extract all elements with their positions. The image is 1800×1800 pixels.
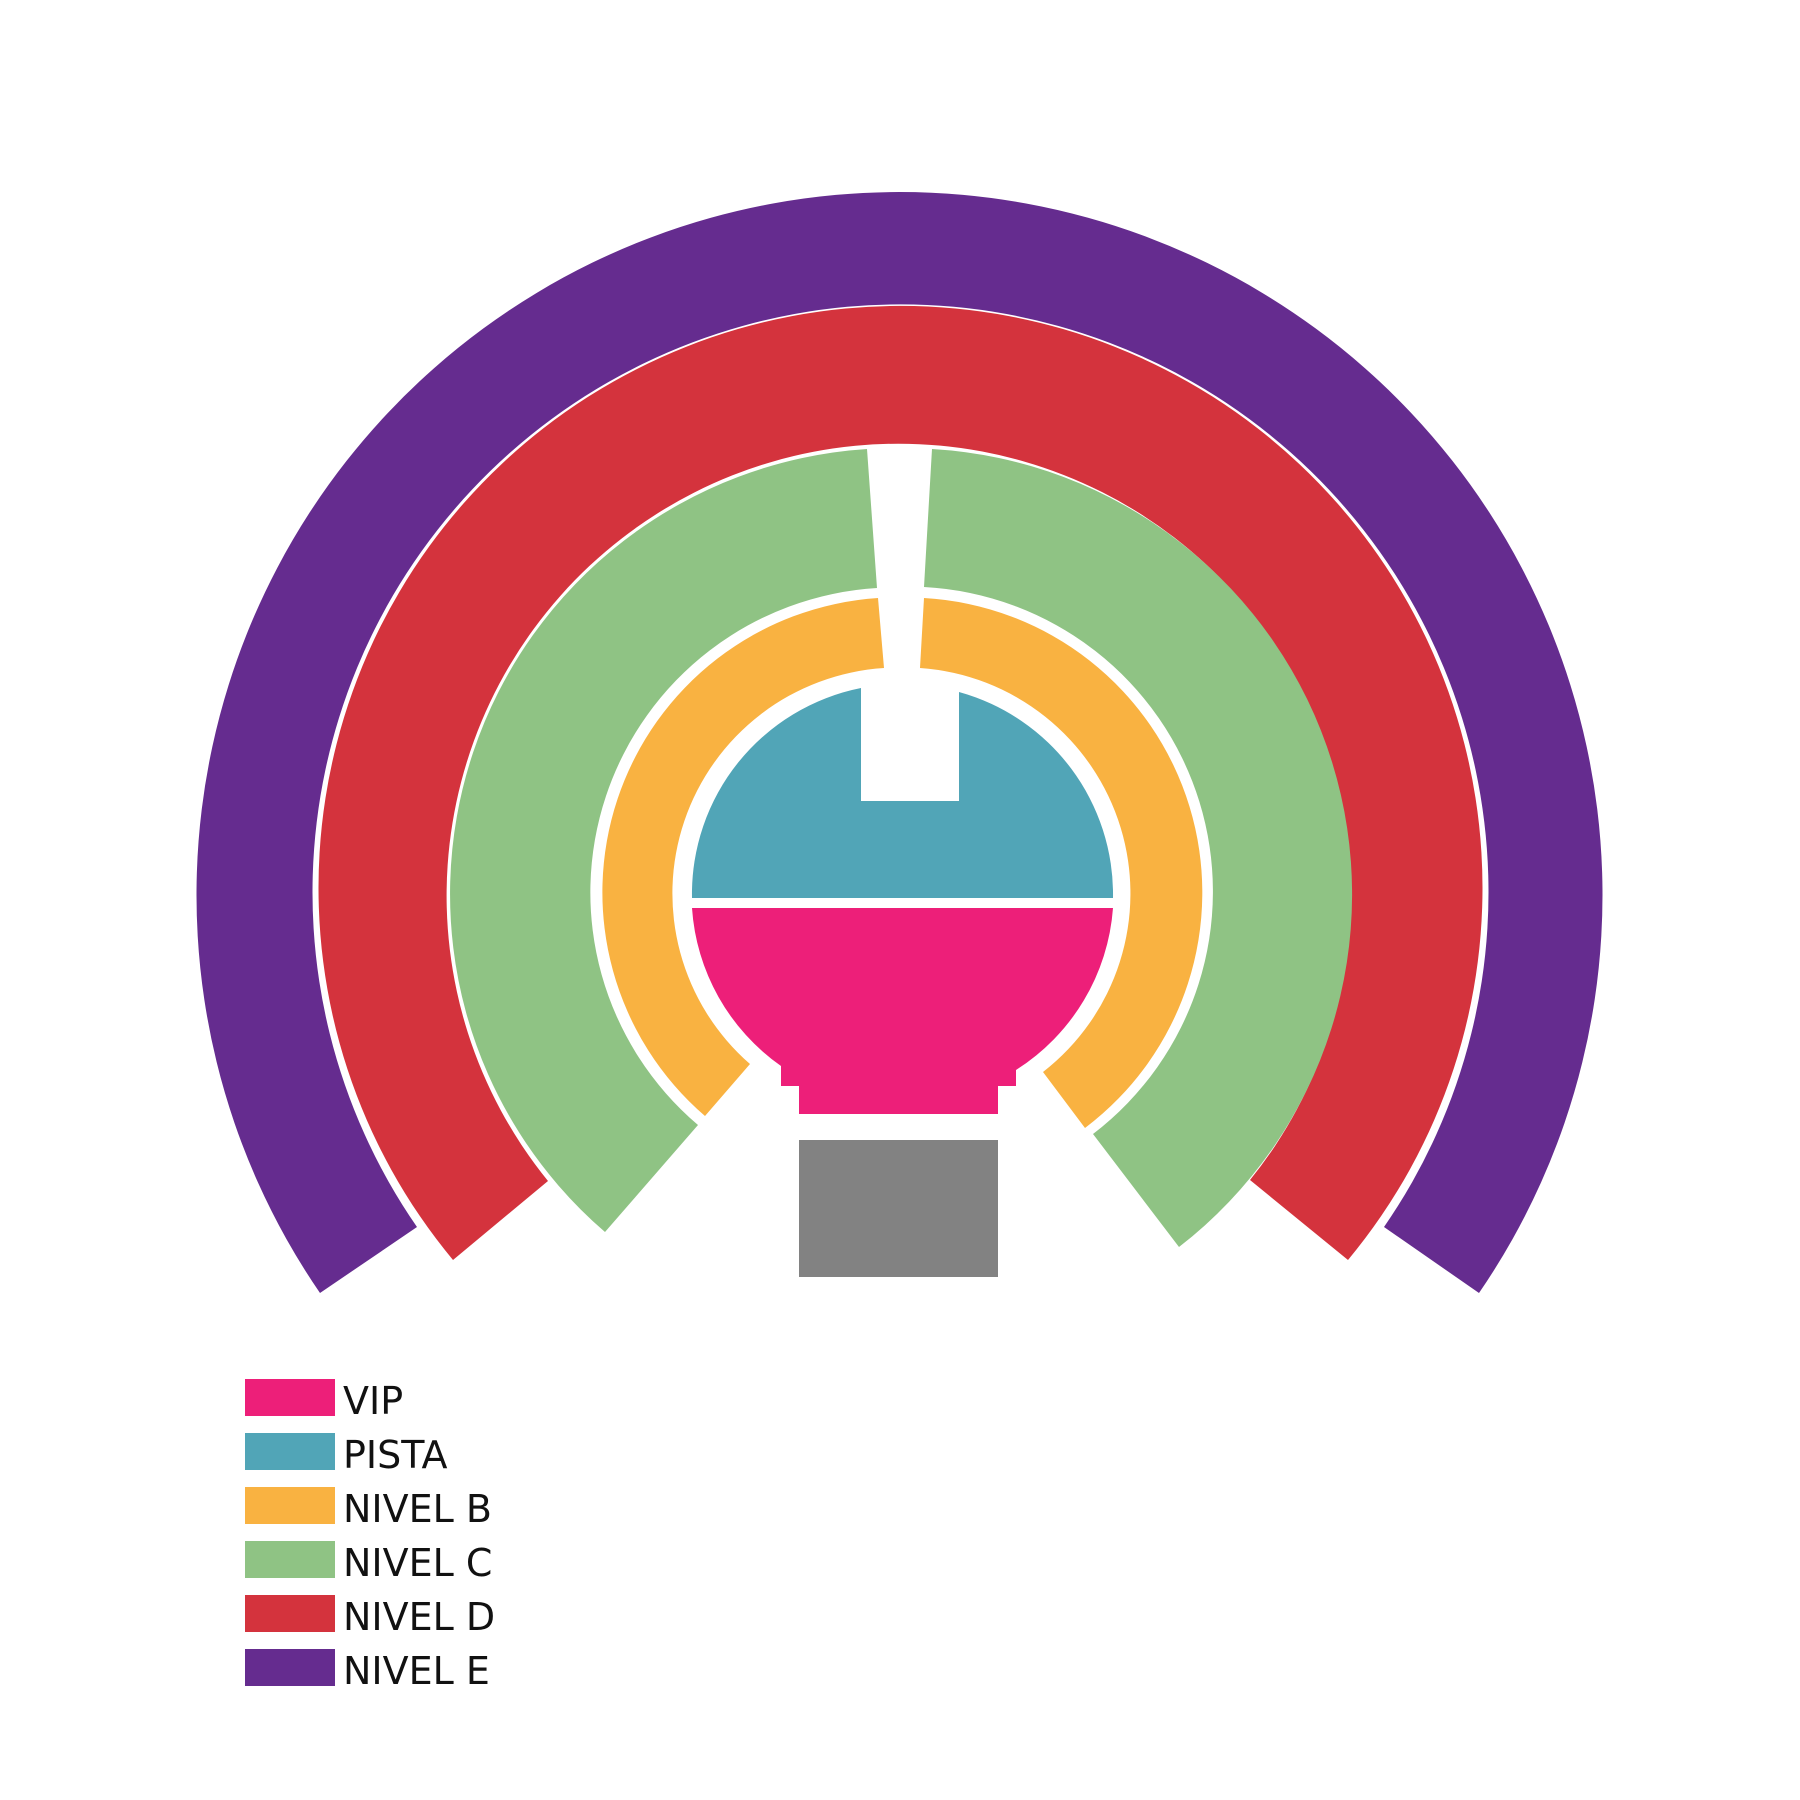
legend-swatch-nivel-e (245, 1649, 335, 1686)
section-nivel-c-right[interactable] (924, 449, 1353, 1247)
legend: VIP PISTA NIVEL B NIVEL C NIVEL D NIVEL … (245, 1379, 495, 1693)
section-nivel-d[interactable] (318, 305, 1483, 1261)
legend-label-nivel-b: NIVEL B (343, 1487, 492, 1531)
legend-label-nivel-c: NIVEL C (343, 1541, 492, 1585)
legend-swatch-pista (245, 1433, 335, 1470)
legend-swatch-nivel-b (245, 1487, 335, 1524)
legend-label-nivel-d: NIVEL D (343, 1595, 495, 1639)
legend-label-pista: PISTA (343, 1433, 448, 1477)
section-nivel-e[interactable] (196, 192, 1603, 1294)
legend-swatch-nivel-c (245, 1541, 335, 1578)
legend-label-vip: VIP (343, 1379, 403, 1423)
section-nivel-c-left[interactable] (450, 449, 877, 1232)
legend-swatch-vip (245, 1379, 335, 1416)
section-vip[interactable] (692, 908, 1113, 1114)
section-nivel-b-right[interactable] (920, 598, 1203, 1128)
legend-swatch-nivel-d (245, 1595, 335, 1632)
stage (799, 1140, 998, 1277)
section-nivel-b-left[interactable] (602, 598, 884, 1116)
legend-label-nivel-e: NIVEL E (343, 1649, 490, 1693)
section-pista[interactable] (691, 688, 1114, 898)
